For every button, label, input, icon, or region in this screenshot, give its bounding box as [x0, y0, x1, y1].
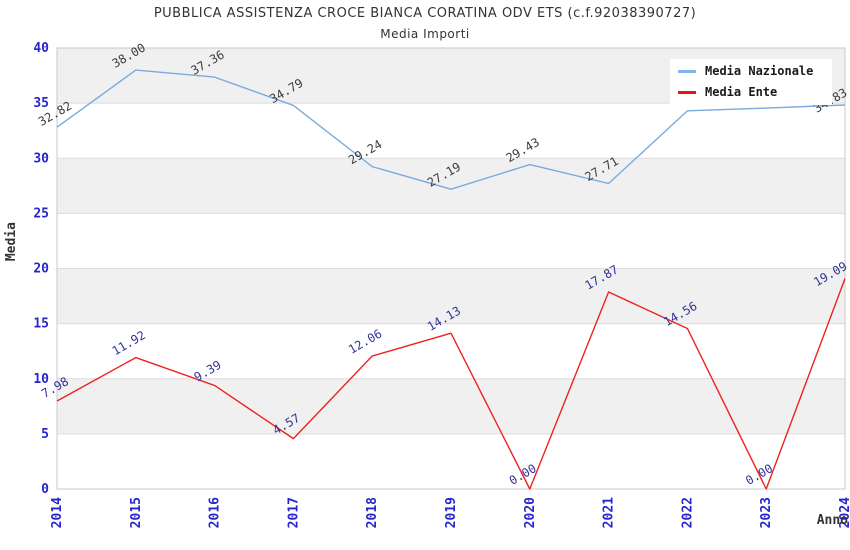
x-axis-tick-label: 2019	[444, 497, 459, 528]
y-axis-title: Media	[4, 222, 19, 262]
series-line-media-ente	[56, 278, 846, 490]
plot-border	[56, 47, 846, 490]
y-axis-tick-label: 40	[33, 41, 49, 56]
legend-label-media-ente: Media Ente	[705, 85, 778, 99]
chart-title: PUBBLICA ASSISTENZA CROCE BIANCA CORATIN…	[153, 6, 697, 21]
x-axis-tick-label: 2014	[50, 497, 65, 528]
x-axis-tick-label: 2017	[286, 497, 301, 528]
y-axis-tick-label: 20	[33, 262, 49, 277]
legend-swatch-media-ente	[678, 90, 696, 94]
x-axis-tick-label: 2022	[680, 497, 695, 528]
x-axis-tick-label: 2020	[523, 497, 538, 528]
legend-label-media-nazionale: Media Nazionale	[705, 64, 814, 78]
x-axis-tick-label: 2016	[208, 497, 223, 528]
plot-band	[57, 323, 845, 379]
x-axis-tick-label: 2023	[759, 497, 774, 528]
plot-band	[57, 433, 845, 489]
series-line-media-nazionale	[56, 69, 846, 190]
y-axis-tick-label: 5	[41, 427, 49, 442]
legend-swatch-media-nazionale	[678, 69, 696, 73]
y-axis-tick-label: 30	[33, 151, 49, 166]
y-axis-tick-label: 0	[41, 482, 49, 497]
y-axis-tick-label: 15	[33, 317, 49, 332]
plot-band	[57, 378, 845, 434]
x-axis-tick-label: 2024	[838, 497, 850, 528]
chart-subtitle: Media Importi	[380, 27, 470, 41]
plot-band	[57, 158, 845, 214]
x-axis-tick-label: 2021	[602, 497, 617, 528]
legend-item-media-nazionale: Media Nazionale	[678, 64, 824, 78]
x-axis-tick-label: 2018	[365, 497, 380, 528]
y-axis-tick-label: 10	[33, 372, 49, 387]
legend: Media Nazionale Media Ente	[670, 59, 832, 105]
plot-band	[57, 268, 845, 324]
x-axis-tick-label: 2015	[129, 497, 144, 528]
plot-band	[57, 103, 845, 159]
plot-band	[57, 213, 845, 269]
x-axis-title: Anno	[816, 513, 848, 528]
y-axis-tick-label: 25	[33, 206, 49, 221]
legend-item-media-ente: Media Ente	[678, 85, 824, 99]
y-axis-tick-label: 35	[33, 96, 49, 111]
